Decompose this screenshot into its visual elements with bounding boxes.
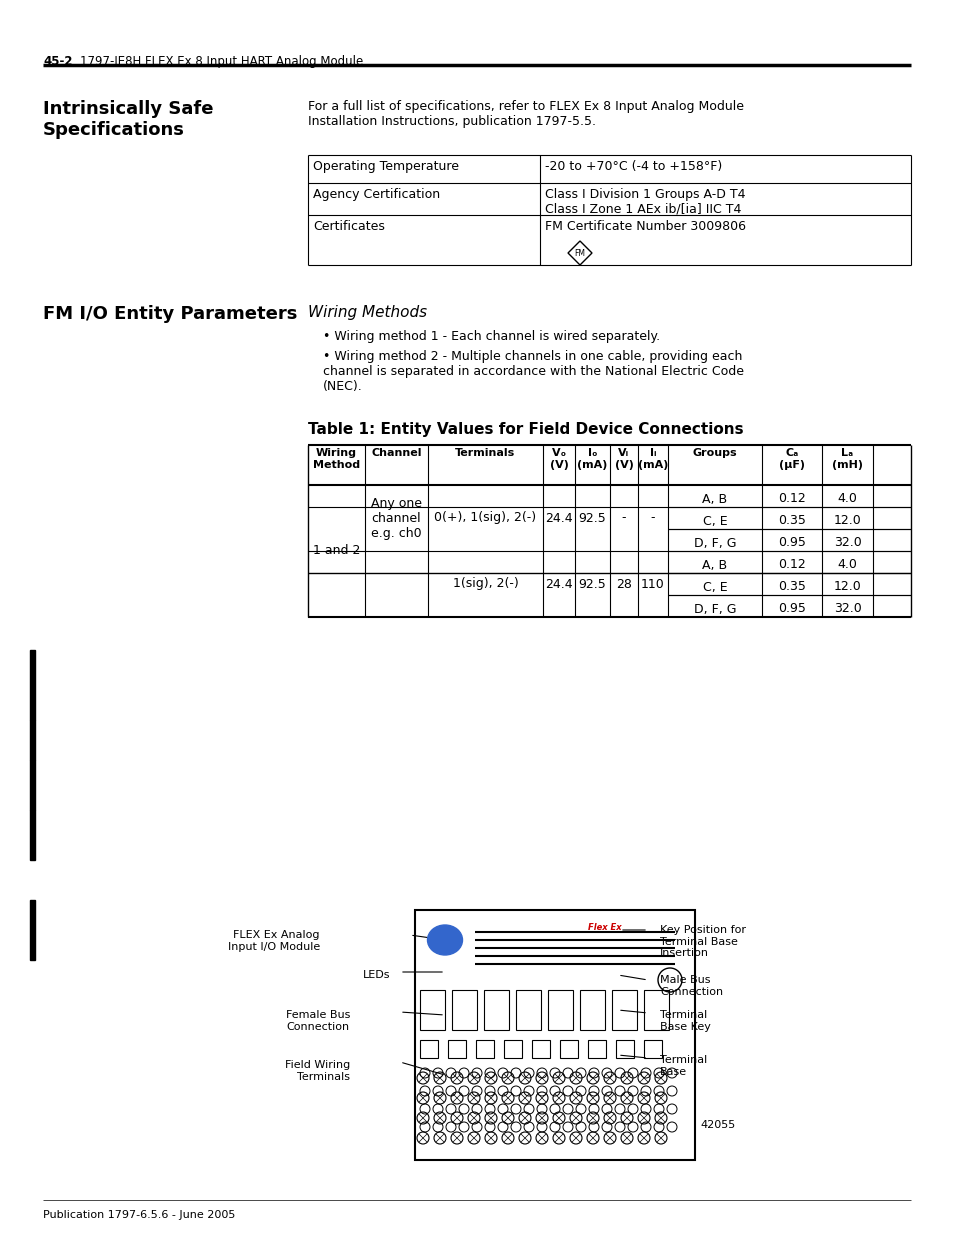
Text: Terminal
Base Key: Terminal Base Key <box>659 1010 710 1031</box>
Text: 92.5: 92.5 <box>578 511 606 525</box>
Text: Female Bus
Connection: Female Bus Connection <box>285 1010 350 1031</box>
Text: 110: 110 <box>640 578 664 590</box>
Bar <box>483 990 509 1030</box>
Text: -20 to +70°C (-4 to +158°F): -20 to +70°C (-4 to +158°F) <box>544 161 721 173</box>
Text: 1 and 2: 1 and 2 <box>313 545 360 557</box>
Text: Wiring Methods: Wiring Methods <box>308 305 427 320</box>
Text: Agency Certification: Agency Certification <box>313 188 439 201</box>
Text: • Wiring method 2 - Multiple channels in one cable, providing each
channel is se: • Wiring method 2 - Multiple channels in… <box>323 350 743 393</box>
Bar <box>452 990 476 1030</box>
Bar <box>532 1040 550 1058</box>
Text: Flex Ex: Flex Ex <box>588 924 621 932</box>
Text: 0.95: 0.95 <box>778 536 805 550</box>
Text: Operating Temperature: Operating Temperature <box>313 161 458 173</box>
Bar <box>30 720 35 760</box>
Bar <box>587 1040 605 1058</box>
Bar <box>516 990 540 1030</box>
Text: Groups: Groups <box>692 448 737 458</box>
Text: Male Bus
Connection: Male Bus Connection <box>659 974 722 997</box>
Text: Vₒ⁣
(V): Vₒ⁣ (V) <box>549 448 568 469</box>
Text: 32.0: 32.0 <box>833 603 861 615</box>
Text: Vᵢ
(V): Vᵢ (V) <box>614 448 633 469</box>
Text: FM I/O Entity Parameters: FM I/O Entity Parameters <box>43 305 297 324</box>
Text: Field Wiring
Terminals: Field Wiring Terminals <box>284 1060 350 1082</box>
Bar <box>419 990 444 1030</box>
Text: FLEX Ex Analog
Input I/O Module: FLEX Ex Analog Input I/O Module <box>228 930 319 952</box>
Text: 45-2: 45-2 <box>43 56 72 68</box>
Text: Iᵢ
(mA): Iᵢ (mA) <box>638 448 667 469</box>
Bar <box>616 1040 634 1058</box>
Bar <box>30 760 35 810</box>
Text: 1797-IE8H FLEX Ex 8 Input HART Analog Module: 1797-IE8H FLEX Ex 8 Input HART Analog Mo… <box>80 56 363 68</box>
Text: 0.12: 0.12 <box>778 493 805 505</box>
Bar <box>547 990 573 1030</box>
Text: 12.0: 12.0 <box>833 580 861 594</box>
Text: FM: FM <box>574 248 585 258</box>
Bar <box>415 910 695 1160</box>
Bar <box>30 900 35 960</box>
Bar <box>30 810 35 860</box>
Text: A, B: A, B <box>701 493 727 505</box>
Text: 4.0: 4.0 <box>837 493 857 505</box>
Text: • Wiring method 1 - Each channel is wired separately.: • Wiring method 1 - Each channel is wire… <box>323 330 659 343</box>
Text: Terminals: Terminals <box>455 448 515 458</box>
Text: Channel: Channel <box>371 448 421 458</box>
Text: 0.12: 0.12 <box>778 558 805 572</box>
Bar <box>448 1040 465 1058</box>
Bar <box>579 990 604 1030</box>
Text: 32.0: 32.0 <box>833 536 861 550</box>
Ellipse shape <box>427 925 462 955</box>
Text: 24.4: 24.4 <box>544 578 572 590</box>
Text: Publication 1797-6.5.6 - June 2005: Publication 1797-6.5.6 - June 2005 <box>43 1210 235 1220</box>
Text: D, F, G: D, F, G <box>693 603 736 615</box>
Text: A, B: A, B <box>701 558 727 572</box>
Text: Iₒ⁣
(mA): Iₒ⁣ (mA) <box>577 448 607 469</box>
Text: C, E: C, E <box>702 580 726 594</box>
Text: -: - <box>621 511 625 525</box>
Text: Cₐ
(μF): Cₐ (μF) <box>779 448 804 469</box>
Text: Any one
channel
e.g. ch0: Any one channel e.g. ch0 <box>371 496 421 540</box>
Text: D, F, G: D, F, G <box>693 536 736 550</box>
Text: Class I Division 1 Groups A-D T4
Class I Zone 1 AEx ib/[ia] IIC T4: Class I Division 1 Groups A-D T4 Class I… <box>544 188 744 216</box>
Text: -: - <box>650 511 655 525</box>
Text: Table 1: Entity Values for Field Device Connections: Table 1: Entity Values for Field Device … <box>308 422 742 437</box>
Text: Terminal
Base: Terminal Base <box>659 1055 706 1077</box>
Text: Key Position for
Terminal Base
Insertion: Key Position for Terminal Base Insertion <box>659 925 745 958</box>
Text: 24.4: 24.4 <box>544 511 572 525</box>
Text: 0.95: 0.95 <box>778 603 805 615</box>
Bar <box>476 1040 494 1058</box>
Bar <box>503 1040 521 1058</box>
Text: 1(sig), 2(-): 1(sig), 2(-) <box>452 578 517 590</box>
Text: For a full list of specifications, refer to FLEX Ex 8 Input Analog Module
Instal: For a full list of specifications, refer… <box>308 100 743 128</box>
Text: 92.5: 92.5 <box>578 578 606 590</box>
Text: Certificates: Certificates <box>313 220 384 233</box>
Bar <box>419 1040 437 1058</box>
Bar <box>643 1040 661 1058</box>
Text: 42055: 42055 <box>700 1120 735 1130</box>
Bar <box>30 650 35 720</box>
Text: Wiring
Method: Wiring Method <box>313 448 359 469</box>
Text: FM Certificate Number 3009806: FM Certificate Number 3009806 <box>544 220 745 233</box>
Text: 28: 28 <box>616 578 631 590</box>
Text: LEDs: LEDs <box>362 969 390 981</box>
Text: 0.35: 0.35 <box>778 580 805 594</box>
Text: C, E: C, E <box>702 515 726 527</box>
Text: Lₐ
(mH): Lₐ (mH) <box>831 448 862 469</box>
Text: 0(+), 1(sig), 2(-): 0(+), 1(sig), 2(-) <box>434 511 536 525</box>
Text: 4.0: 4.0 <box>837 558 857 572</box>
Bar <box>643 990 668 1030</box>
Bar <box>612 990 637 1030</box>
Text: 0.35: 0.35 <box>778 515 805 527</box>
Bar <box>559 1040 578 1058</box>
Text: 12.0: 12.0 <box>833 515 861 527</box>
Text: Intrinsically Safe
Specifications: Intrinsically Safe Specifications <box>43 100 213 138</box>
